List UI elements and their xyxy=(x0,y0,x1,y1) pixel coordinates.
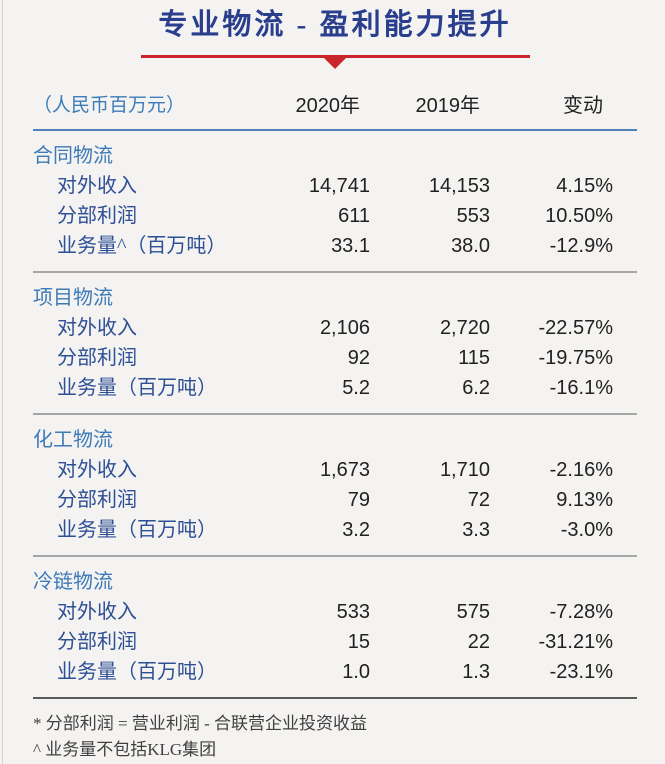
section-title: 冷链物流 xyxy=(33,571,113,593)
value-2019: 553 xyxy=(456,205,490,227)
value-2020: 79 xyxy=(347,489,370,511)
row-label: 分部利润 xyxy=(57,347,137,369)
row-label: 业务量（百万吨） xyxy=(57,377,217,399)
value-2019: 1,710 xyxy=(439,459,490,481)
row-label: 分部利润 xyxy=(57,631,137,653)
unit-label: （人民币百万元） xyxy=(33,95,186,116)
value-change: -12.9% xyxy=(549,235,613,257)
table-row: 分部利润 611 553 10.50% xyxy=(33,201,637,231)
value-2019: 22 xyxy=(467,631,490,653)
value-change: -19.75% xyxy=(538,347,614,369)
table-row: 对外收入 14,741 14,153 4.15% xyxy=(33,171,637,201)
value-2019: 38.0 xyxy=(451,235,490,257)
value-2020: 2,106 xyxy=(319,317,370,339)
value-change: -22.57% xyxy=(538,317,614,339)
value-2019: 115 xyxy=(458,347,490,369)
row-label: 业务量（百万吨） xyxy=(57,519,217,541)
title-underline xyxy=(140,55,530,69)
row-label: 对外收入 xyxy=(57,175,137,197)
footnote-segment-profit: * 分部利润 = 营业利润 - 合联营企业投资收益 xyxy=(33,714,367,733)
section-title: 化工物流 xyxy=(33,429,113,451)
value-2020: 14,741 xyxy=(308,175,370,197)
table-row: 对外收入 2,106 2,720 -22.57% xyxy=(33,313,637,343)
value-2019: 14,153 xyxy=(428,175,490,197)
value-2020: 533 xyxy=(336,601,370,623)
value-2019: 72 xyxy=(467,489,490,511)
section-cold-chain-logistics: 冷链物流 对外收入 533 575 -7.28% 分部利润 15 22 -31.… xyxy=(33,557,637,699)
section-contract-logistics: 合同物流 对外收入 14,741 14,153 4.15% 分部利润 611 5… xyxy=(33,131,637,273)
table-row: 分部利润 79 72 9.13% xyxy=(33,485,637,515)
slide-left-edge xyxy=(2,0,3,764)
value-2020: 5.2 xyxy=(342,377,370,399)
table-row: 业务量^（百万吨） 33.1 38.0 -12.9% xyxy=(33,231,637,261)
value-change: -31.21% xyxy=(538,631,614,653)
value-change: -3.0% xyxy=(560,519,613,541)
row-label: 对外收入 xyxy=(57,317,137,339)
table-row: 分部利润 92 115 -19.75% xyxy=(33,343,637,373)
value-2020: 15 xyxy=(347,631,370,653)
table-row: 业务量（百万吨） 3.2 3.3 -3.0% xyxy=(33,515,637,545)
value-change: -7.28% xyxy=(549,601,613,623)
red-rule xyxy=(140,55,530,58)
red-arrow-down-icon xyxy=(324,58,346,69)
value-2019: 575 xyxy=(456,601,490,623)
footnotes: * 分部利润 = 营业利润 - 合联营企业投资收益 ^ 业务量不包括KLG集团 xyxy=(33,711,637,763)
section-title: 合同物流 xyxy=(33,145,113,167)
value-change: -16.1% xyxy=(549,377,613,399)
value-change: 10.50% xyxy=(545,205,613,227)
column-header-2020: 2020年 xyxy=(295,95,361,117)
value-2020: 1,673 xyxy=(319,459,370,481)
column-header-2019: 2019年 xyxy=(415,95,481,117)
slide-title: 专业物流 - 盈利能力提升 xyxy=(158,9,512,41)
value-2020: 92 xyxy=(347,347,370,369)
table-row: 对外收入 533 575 -7.28% xyxy=(33,597,637,627)
value-2020: 611 xyxy=(338,205,370,227)
table-row: 业务量（百万吨） 1.0 1.3 -23.1% xyxy=(33,657,637,687)
value-2019: 3.3 xyxy=(462,519,490,541)
value-2020: 1.0 xyxy=(342,661,370,683)
value-change: -23.1% xyxy=(549,661,613,683)
column-header-change: 变动 xyxy=(563,95,603,117)
row-label: 对外收入 xyxy=(57,459,137,481)
value-2020: 33.1 xyxy=(331,235,370,257)
section-project-logistics: 项目物流 对外收入 2,106 2,720 -22.57% 分部利润 92 11… xyxy=(33,273,637,415)
value-change: 9.13% xyxy=(556,489,613,511)
row-label: 对外收入 xyxy=(57,601,137,623)
row-label: 业务量（百万吨） xyxy=(57,661,217,683)
row-label: 业务量^（百万吨） xyxy=(57,235,227,257)
footnote-volume-klg: ^ 业务量不包括KLG集团 xyxy=(33,740,217,759)
section-title: 项目物流 xyxy=(33,287,113,309)
value-2019: 1.3 xyxy=(462,661,490,683)
row-label: 分部利润 xyxy=(57,205,137,227)
section-chemical-logistics: 化工物流 对外收入 1,673 1,710 -2.16% 分部利润 79 72 … xyxy=(33,415,637,557)
table-header-row: （人民币百万元） 2020年 2019年 变动 xyxy=(33,91,637,131)
table-row: 对外收入 1,673 1,710 -2.16% xyxy=(33,455,637,485)
value-2019: 6.2 xyxy=(462,377,490,399)
value-change: 4.15% xyxy=(556,175,613,197)
value-2020: 3.2 xyxy=(342,519,370,541)
row-label: 分部利润 xyxy=(57,489,137,511)
value-change: -2.16% xyxy=(549,459,613,481)
value-2019: 2,720 xyxy=(439,317,490,339)
table-row: 业务量（百万吨） 5.2 6.2 -16.1% xyxy=(33,373,637,403)
table-row: 分部利润 15 22 -31.21% xyxy=(33,627,637,657)
